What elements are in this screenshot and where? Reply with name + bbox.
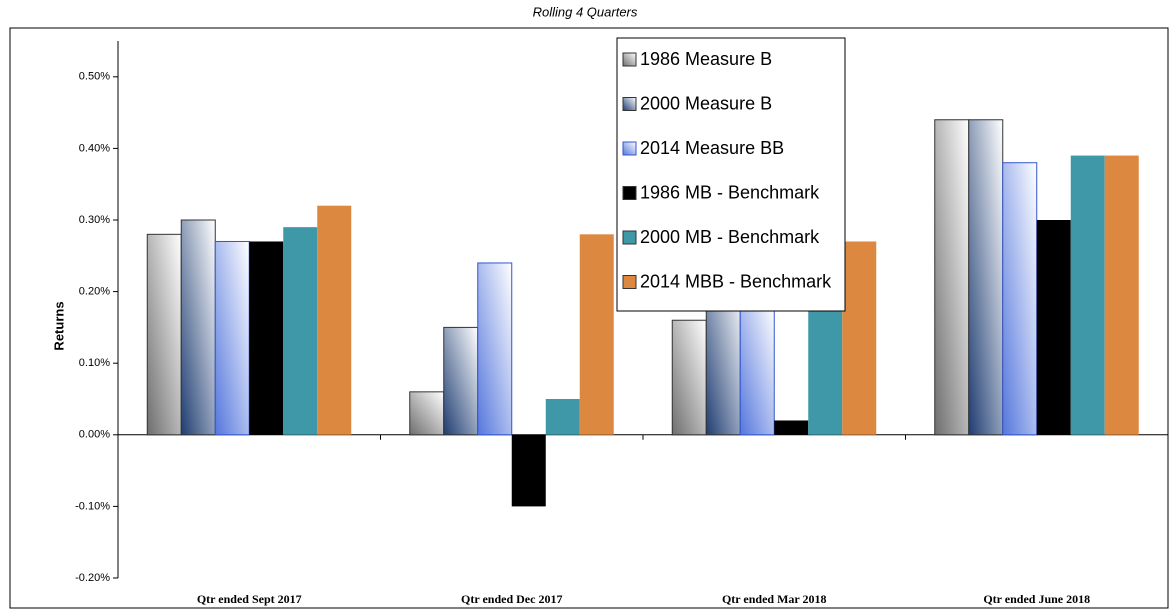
legend-swatch (622, 52, 637, 67)
legend-label: 2000 MB - Benchmark (640, 227, 820, 247)
bar (774, 420, 809, 435)
bar (1002, 162, 1038, 436)
bar (511, 434, 546, 507)
bar (146, 233, 182, 436)
legend-swatch (622, 186, 637, 200)
y-tick-label: 0.00% (79, 429, 110, 441)
y-tick-label: 0.20% (79, 286, 110, 298)
x-tick-label: Qtr ended Dec 2017 (461, 592, 562, 606)
bar (545, 399, 580, 435)
bar (317, 205, 352, 435)
y-tick-label: -0.10% (75, 500, 110, 512)
bar (477, 262, 513, 436)
legend-label: 2014 Measure BB (640, 138, 784, 158)
y-axis-label: Returns (51, 301, 66, 350)
bar (283, 227, 318, 435)
bar (934, 119, 970, 436)
x-tick-label: Qtr ended Mar 2018 (722, 592, 827, 606)
legend-swatch (622, 141, 637, 156)
legend-swatch (622, 97, 637, 111)
bar (409, 391, 445, 436)
bar (214, 240, 250, 436)
y-tick-label: 0.50% (79, 71, 110, 83)
bar (842, 241, 877, 435)
bar (1070, 155, 1105, 435)
bar (1036, 220, 1071, 435)
legend-box (616, 37, 846, 312)
legend-label: 2014 MBB - Benchmark (640, 271, 832, 291)
legend-label: 1986 Measure B (640, 49, 772, 69)
chart-frame (9, 27, 1169, 609)
y-tick-label: -0.20% (75, 572, 110, 584)
bar (671, 319, 707, 436)
legend-label: 2000 Measure B (640, 93, 772, 113)
bar (180, 219, 216, 436)
legend-swatch (622, 230, 637, 245)
y-tick-label: 0.30% (79, 214, 110, 226)
bar (249, 241, 284, 435)
bar (968, 119, 1004, 436)
y-tick-label: 0.40% (79, 142, 110, 154)
bar (1104, 155, 1139, 435)
chart-title: Rolling 4 Quarters (533, 4, 638, 19)
y-tick-label: 0.10% (79, 357, 110, 369)
bar (739, 305, 775, 436)
x-tick-label: Qtr ended Sept 2017 (197, 592, 302, 606)
bar (579, 234, 614, 435)
bar (443, 326, 479, 436)
legend-swatch (622, 275, 637, 289)
legend-label: 1986 MB - Benchmark (640, 182, 820, 202)
x-tick-label: Qtr ended June 2018 (983, 592, 1090, 606)
